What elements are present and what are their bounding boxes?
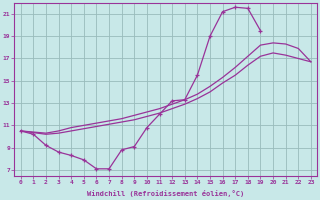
X-axis label: Windchill (Refroidissement éolien,°C): Windchill (Refroidissement éolien,°C) <box>87 190 244 197</box>
